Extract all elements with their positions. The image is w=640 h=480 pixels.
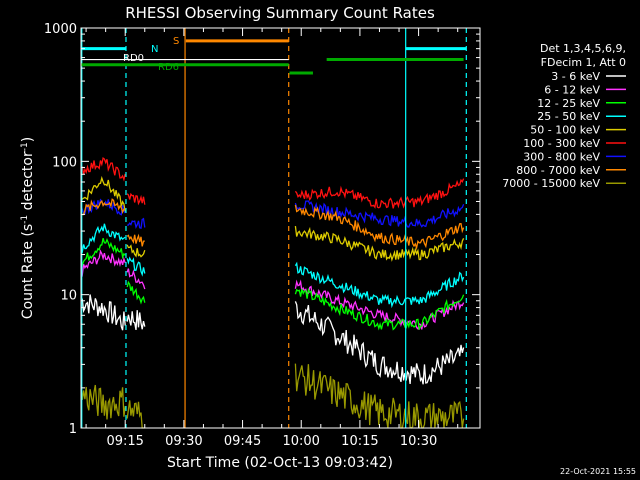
series-line-12-25-b — [126, 280, 146, 305]
series-line-12-25-a — [80, 237, 126, 269]
legend-label-300-800: 300 - 800 keV — [523, 150, 600, 163]
legend-label-100-300: 100 - 300 keV — [523, 137, 600, 150]
x-axis-label: Start Time (02-Oct-13 09:03:42) — [167, 455, 393, 471]
series-line-6-12-b — [126, 268, 146, 290]
rd0-label: RD0 — [123, 53, 144, 64]
series-line-300-800-c — [294, 200, 465, 228]
series-line-25-50-a — [80, 223, 126, 254]
x-tick-label-0945: 09:45 — [224, 434, 261, 449]
legend: Det 1,3,4,5,6,9, FDecim 1, Att 0 3 - 6 k… — [502, 42, 626, 190]
y-tick-label-10: 10 — [60, 289, 77, 304]
x-tick-label-1000: 10:00 — [282, 434, 319, 449]
legend-label-7000-15000: 7000 - 15000 keV — [502, 177, 600, 190]
plot-frame — [80, 27, 481, 429]
y-tick-label-1: 1 — [69, 422, 77, 437]
series-line-7000-15000-b — [126, 400, 145, 429]
series-line-3-6-c — [294, 301, 465, 385]
series-line-25-50-c — [294, 261, 465, 309]
series-line-800-7000-c — [294, 204, 465, 251]
x-tick-label-1015: 10:15 — [341, 434, 378, 449]
series-line-6-12-c — [294, 279, 465, 331]
series-line-50-100-b — [126, 244, 146, 258]
legend-header-line2: FDecim 1, Att 0 — [541, 56, 626, 69]
series-line-100-300-b — [126, 192, 146, 206]
legend-label-50-100: 50 - 100 keV — [530, 124, 600, 137]
night-label: N — [151, 44, 158, 55]
series-line-50-100-c — [294, 226, 465, 262]
series-line-7000-15000-c — [294, 363, 465, 429]
x-tick-label-1030: 10:30 — [400, 434, 437, 449]
x-tick-label-0915: 09:15 — [106, 434, 143, 449]
series-line-100-300-c — [294, 178, 465, 209]
y-tick-label-1000: 1000 — [44, 22, 77, 37]
legend-label-12-25: 12 - 25 keV — [537, 97, 600, 110]
x-tick-label-0930: 09:30 — [165, 434, 202, 449]
series-line-25-50-b — [126, 256, 146, 277]
timestamp: 22-Oct-2021 15:55 — [560, 467, 636, 476]
legend-label-800-7000: 800 - 7000 keV — [516, 164, 600, 177]
series-line-300-800-b — [127, 217, 146, 230]
series-line-12-25-c — [294, 287, 465, 331]
legend-header-line1: Det 1,3,4,5,6,9, — [540, 42, 626, 55]
series-line-3-6-a — [80, 294, 126, 331]
legend-label-25-50: 25 - 50 keV — [537, 110, 600, 123]
series-line-800-7000-b — [126, 233, 145, 247]
series-line-6-12-a — [80, 249, 126, 278]
saa-label: S — [173, 36, 179, 47]
y-label-sup1: -1 — [20, 215, 30, 224]
y-label-post: ) — [20, 137, 36, 142]
y-label-mid: detector — [20, 151, 36, 215]
legend-label-6-12: 6 - 12 keV — [544, 83, 600, 96]
chart-title: RHESSI Observing Summary Count Rates — [125, 4, 435, 22]
axes: 1 10 100 1000 09:15 09:30 09:45 10:00 10:15 10:30 — [44, 22, 480, 449]
series-line-100-300-a — [80, 157, 126, 182]
series-line-7000-15000-a — [80, 384, 126, 420]
plot-area — [80, 28, 467, 429]
series-line-50-100-a — [80, 175, 126, 213]
rd6-label: RD6 — [158, 62, 179, 73]
y-axis-label: Count Rate (s-1 detector-1) — [20, 137, 36, 319]
legend-label-3-6: 3 - 6 keV — [551, 70, 600, 83]
series-line-800-7000-a — [80, 198, 126, 216]
y-label-pre: Count Rate (s — [20, 224, 36, 319]
y-tick-label-100: 100 — [52, 155, 77, 170]
series-line-3-6-b — [126, 310, 146, 331]
y-label-sup2: -1 — [20, 142, 30, 151]
